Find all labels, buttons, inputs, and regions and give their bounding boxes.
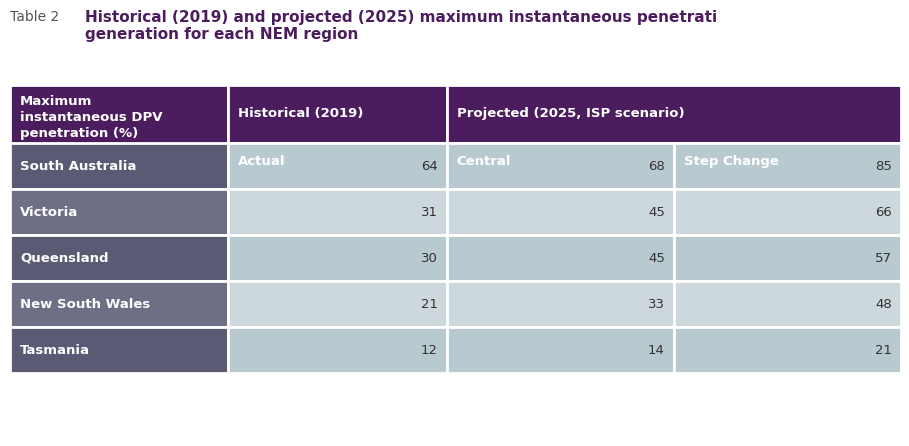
Text: Actual: Actual <box>238 154 285 168</box>
Bar <box>228 189 446 235</box>
Bar <box>446 143 674 189</box>
Text: Queensland: Queensland <box>20 252 108 264</box>
Text: 45: 45 <box>648 252 664 264</box>
Bar <box>228 143 446 189</box>
Text: 57: 57 <box>875 252 892 264</box>
Text: 45: 45 <box>648 206 664 219</box>
Text: Victoria: Victoria <box>20 206 78 219</box>
Text: Projected (2025, ISP scenario): Projected (2025, ISP scenario) <box>456 107 684 120</box>
Bar <box>446 281 674 327</box>
Bar <box>446 189 674 235</box>
Text: 21: 21 <box>421 297 437 310</box>
Bar <box>446 235 674 281</box>
Text: 68: 68 <box>648 160 664 173</box>
Bar <box>228 85 446 143</box>
Bar <box>228 281 446 327</box>
Text: Historical (2019): Historical (2019) <box>238 107 364 120</box>
Text: 64: 64 <box>421 160 437 173</box>
Bar <box>10 143 228 189</box>
Text: Step Change: Step Change <box>684 154 779 168</box>
Bar <box>674 281 901 327</box>
Bar <box>228 327 446 373</box>
Bar <box>446 143 674 179</box>
Text: Central: Central <box>456 154 511 168</box>
Text: Historical (2019) and projected (2025) maximum instantaneous penetrati
generatio: Historical (2019) and projected (2025) m… <box>85 10 717 42</box>
Text: 48: 48 <box>875 297 892 310</box>
Bar <box>10 327 228 373</box>
Text: 30: 30 <box>421 252 437 264</box>
Bar <box>674 143 901 189</box>
Text: 12: 12 <box>421 343 437 356</box>
Bar <box>446 85 901 143</box>
Bar <box>228 235 446 281</box>
Text: 14: 14 <box>648 343 664 356</box>
Text: 33: 33 <box>648 297 664 310</box>
Bar <box>228 143 446 179</box>
Text: 31: 31 <box>421 206 437 219</box>
Bar <box>674 235 901 281</box>
Bar <box>446 327 674 373</box>
Bar <box>10 235 228 281</box>
Bar <box>674 189 901 235</box>
Bar <box>10 85 228 179</box>
Text: Tasmania: Tasmania <box>20 343 90 356</box>
Text: 21: 21 <box>875 343 892 356</box>
Text: Maximum
instantaneous DPV
penetration (%): Maximum instantaneous DPV penetration (%… <box>20 95 163 140</box>
Text: New South Wales: New South Wales <box>20 297 150 310</box>
Text: 85: 85 <box>875 160 892 173</box>
Bar <box>10 189 228 235</box>
Bar <box>674 143 901 179</box>
Bar <box>10 281 228 327</box>
Text: South Australia: South Australia <box>20 160 136 173</box>
Text: Table 2: Table 2 <box>10 10 59 24</box>
Text: 66: 66 <box>875 206 892 219</box>
Bar <box>674 327 901 373</box>
